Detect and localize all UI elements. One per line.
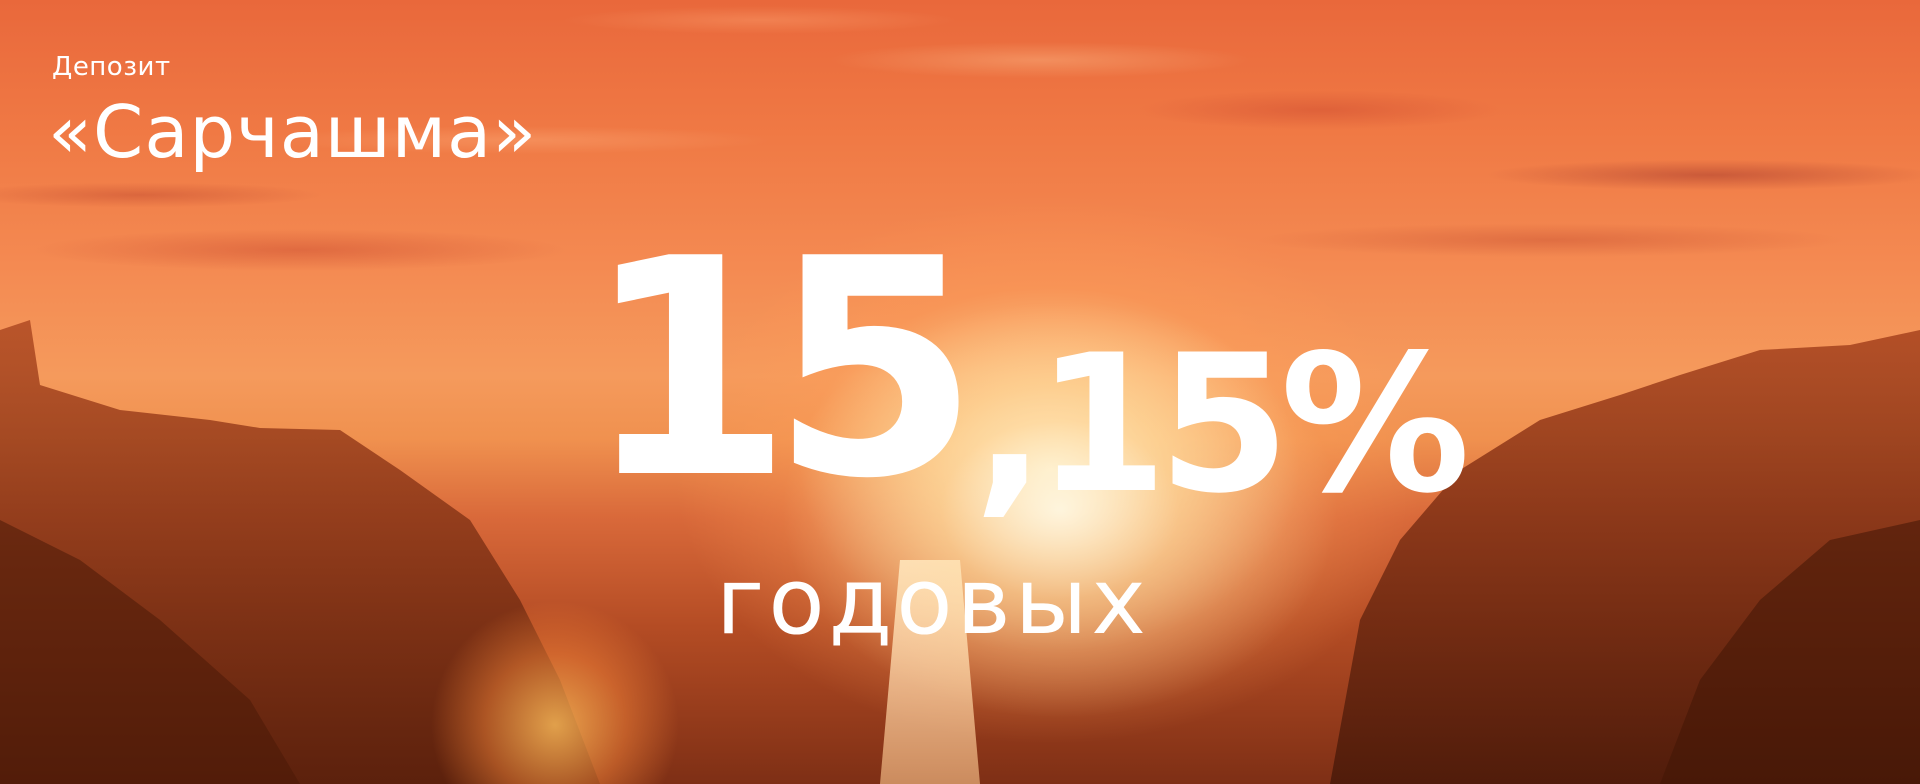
interest-rate-caption: годовых [716,548,1150,655]
sun-glow [780,300,1340,720]
interest-rate: 15,15% [584,220,1470,520]
product-type-label: Депозит [52,52,171,82]
clouds-background [0,0,1920,360]
deposit-name-title: «Сарчашма» [48,90,538,174]
interest-rate-fraction: ,15% [973,314,1470,535]
interest-rate-integer: 15 [584,195,980,544]
